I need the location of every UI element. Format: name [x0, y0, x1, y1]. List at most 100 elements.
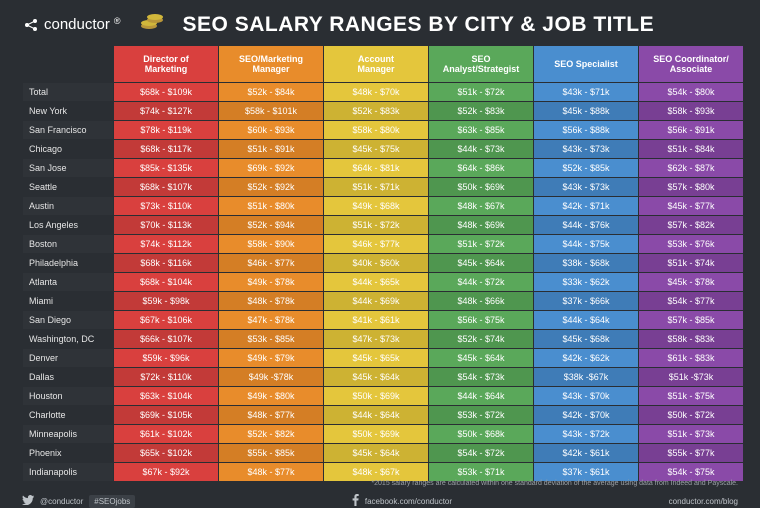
salary-cell: $42k - $62k: [534, 349, 638, 367]
salary-cell: $61k - $102k: [114, 425, 218, 443]
salary-cell: $51k - $74k: [639, 254, 743, 272]
salary-cell: $44k - $69k: [324, 292, 428, 310]
salary-cell: $48k - $77k: [219, 406, 323, 424]
salary-cell: $44k - $64k: [534, 311, 638, 329]
column-header: AccountManager: [324, 46, 428, 82]
table-row: San Diego$67k - $106k$47k - $78k$41k - $…: [23, 311, 743, 329]
footer-blog: conductor.com/blog: [669, 497, 738, 506]
table-row: Atlanta$68k - $104k$49k - $78k$44k - $65…: [23, 273, 743, 291]
salary-cell: $52k - $92k: [219, 178, 323, 196]
city-cell: Philadelphia: [23, 254, 113, 272]
salary-cell: $51k - $71k: [324, 178, 428, 196]
salary-cell: $51k - $72k: [324, 216, 428, 234]
salary-cell: $43k - $70k: [534, 387, 638, 405]
salary-cell: $40k - $60k: [324, 254, 428, 272]
table-row: San Jose$85k - $135k$69k - $92k$64k - $8…: [23, 159, 743, 177]
table-header-row: Director ofMarketingSEO/MarketingManager…: [23, 46, 743, 82]
salary-cell: $59k - $96k: [114, 349, 218, 367]
salary-cell: $51k -$73k: [639, 368, 743, 386]
city-cell: Denver: [23, 349, 113, 367]
city-cell: Washington, DC: [23, 330, 113, 348]
salary-cell: $65k - $102k: [114, 444, 218, 462]
table-row: New York$74k - $127k$58k - $101k$52k - $…: [23, 102, 743, 120]
city-cell: Indianapolis: [23, 463, 113, 481]
registered-icon: ®: [114, 16, 121, 26]
city-cell: Chicago: [23, 140, 113, 158]
conductor-logo-icon: [22, 16, 40, 34]
salary-cell: $52k - $85k: [534, 159, 638, 177]
salary-cell: $67k - $92k: [114, 463, 218, 481]
table-row: Phoenix$65k - $102k$55k - $85k$45k - $64…: [23, 444, 743, 462]
salary-cell: $78k - $119k: [114, 121, 218, 139]
brand-name: conductor: [44, 16, 110, 33]
facebook-link: facebook.com/conductor: [365, 497, 452, 506]
salary-cell: $38k -$67k: [534, 368, 638, 386]
salary-table: Director ofMarketingSEO/MarketingManager…: [22, 45, 744, 482]
city-cell: San Diego: [23, 311, 113, 329]
table-row: Total$68k - $109k$52k - $84k$48k - $70k$…: [23, 83, 743, 101]
salary-cell: $43k - $71k: [534, 83, 638, 101]
table-row: Los Angeles$70k - $113k$52k - $94k$51k -…: [23, 216, 743, 234]
column-header: Director ofMarketing: [114, 46, 218, 82]
salary-cell: $55k - $77k: [639, 444, 743, 462]
salary-cell: $43k - $73k: [534, 178, 638, 196]
city-cell: Atlanta: [23, 273, 113, 291]
salary-cell: $53k - $85k: [219, 330, 323, 348]
salary-cell: $58k - $93k: [639, 102, 743, 120]
salary-cell: $50k - $72k: [639, 406, 743, 424]
salary-cell: $64k - $81k: [324, 159, 428, 177]
salary-cell: $54k - $73k: [429, 368, 533, 386]
salary-cell: $52k - $84k: [219, 83, 323, 101]
salary-cell: $66k - $107k: [114, 330, 218, 348]
salary-cell: $68k - $116k: [114, 254, 218, 272]
footer: @conductor #SEOjobs facebook.com/conduct…: [0, 488, 760, 508]
salary-cell: $64k - $86k: [429, 159, 533, 177]
salary-cell: $63k - $104k: [114, 387, 218, 405]
salary-cell: $49k - $68k: [324, 197, 428, 215]
salary-cell: $44k - $64k: [429, 387, 533, 405]
salary-cell: $33k - $62k: [534, 273, 638, 291]
salary-cell: $68k - $109k: [114, 83, 218, 101]
column-header: SEO/MarketingManager: [219, 46, 323, 82]
city-cell: New York: [23, 102, 113, 120]
column-header: SEOAnalyst/Strategist: [429, 46, 533, 82]
table-corner: [23, 46, 113, 82]
salary-cell: $43k - $73k: [534, 140, 638, 158]
salary-cell: $47k - $73k: [324, 330, 428, 348]
salary-cell: $68k - $117k: [114, 140, 218, 158]
salary-cell: $53k - $72k: [429, 406, 533, 424]
salary-cell: $57k - $80k: [639, 178, 743, 196]
salary-cell: $45k - $64k: [324, 368, 428, 386]
salary-cell: $62k - $87k: [639, 159, 743, 177]
salary-cell: $70k - $113k: [114, 216, 218, 234]
salary-cell: $44k - $65k: [324, 273, 428, 291]
salary-cell: $69k - $92k: [219, 159, 323, 177]
brand-logo: conductor ®: [22, 16, 121, 34]
salary-cell: $54k - $72k: [429, 444, 533, 462]
salary-cell: $48k - $67k: [324, 463, 428, 481]
table-row: Philadelphia$68k - $116k$46k - $77k$40k …: [23, 254, 743, 272]
city-cell: San Francisco: [23, 121, 113, 139]
salary-cell: $48k - $70k: [324, 83, 428, 101]
salary-cell: $56k - $88k: [534, 121, 638, 139]
salary-cell: $38k - $68k: [534, 254, 638, 272]
salary-cell: $54k - $75k: [639, 463, 743, 481]
salary-cell: $74k - $112k: [114, 235, 218, 253]
twitter-icon: [22, 495, 34, 507]
salary-cell: $61k - $83k: [639, 349, 743, 367]
header: conductor ® SEO SALARY RANGES BY CITY & J…: [0, 0, 760, 45]
salary-cell: $50k - $69k: [324, 387, 428, 405]
salary-cell: $57k - $82k: [639, 216, 743, 234]
city-cell: San Jose: [23, 159, 113, 177]
city-cell: Los Angeles: [23, 216, 113, 234]
salary-cell: $47k - $78k: [219, 311, 323, 329]
salary-cell: $42k - $71k: [534, 197, 638, 215]
salary-cell: $48k - $67k: [429, 197, 533, 215]
salary-cell: $52k - $83k: [324, 102, 428, 120]
salary-cell: $69k - $105k: [114, 406, 218, 424]
page-title: SEO SALARY RANGES BY CITY & JOB TITLE: [183, 13, 655, 37]
salary-cell: $56k - $75k: [429, 311, 533, 329]
table-row: Minneapolis$61k - $102k$52k - $82k$50k -…: [23, 425, 743, 443]
salary-cell: $56k - $91k: [639, 121, 743, 139]
footer-facebook: facebook.com/conductor: [352, 494, 452, 508]
